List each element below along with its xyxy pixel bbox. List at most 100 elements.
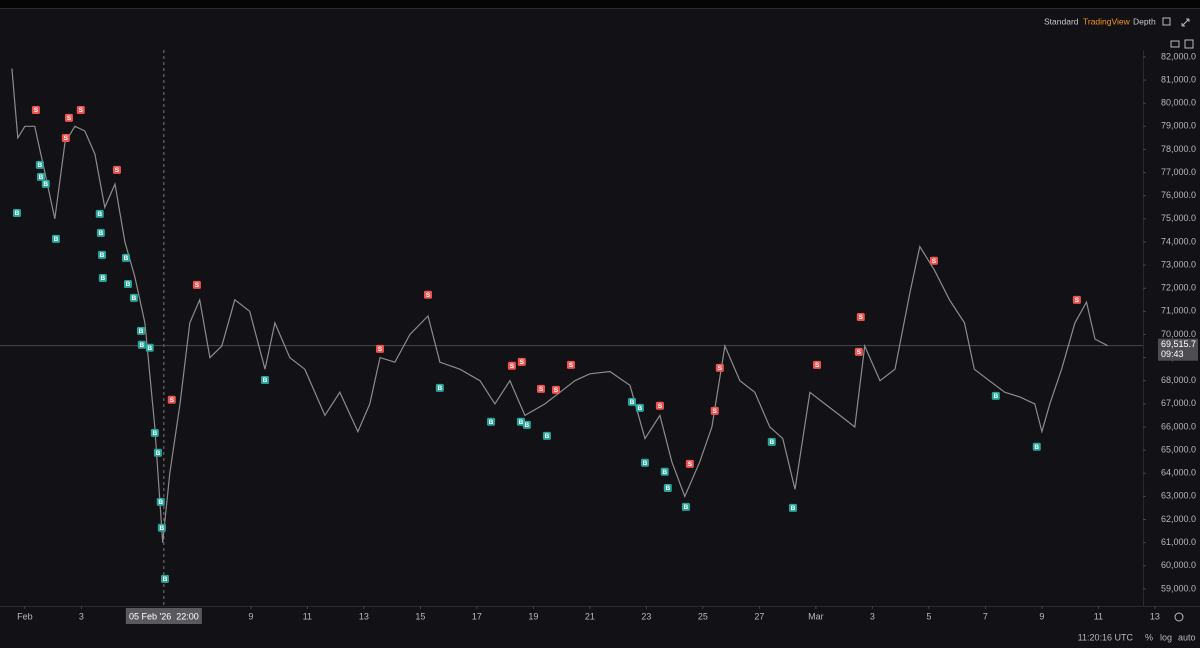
camera-icon[interactable] <box>1170 40 1180 48</box>
buy-marker: B <box>788 503 797 512</box>
marker-label: S <box>67 115 72 122</box>
marker-box <box>160 574 169 583</box>
x-tick-label: 13 <box>1150 611 1160 621</box>
marker-box <box>663 483 672 492</box>
buy-marker: B <box>96 228 105 237</box>
tab-standard[interactable]: Standard <box>1044 16 1079 26</box>
y-tick-label: 72,000.0 <box>1161 283 1196 293</box>
marker-box <box>715 363 724 372</box>
clock: 11:20:16 UTC <box>1078 632 1134 642</box>
marker-label: S <box>1075 297 1080 304</box>
marker-box <box>260 375 269 384</box>
marker-label: S <box>718 365 723 372</box>
marker-label: B <box>147 345 152 352</box>
y-tick-label: 67,000.0 <box>1161 398 1196 408</box>
buy-marker: B <box>767 437 776 446</box>
marker-box <box>192 280 201 289</box>
y-tick-label: 77,000.0 <box>1161 167 1196 177</box>
marker-box <box>137 340 146 349</box>
marker-box <box>486 417 495 426</box>
marker-box <box>991 391 1000 400</box>
sell-marker: S <box>112 165 121 174</box>
marker-label: B <box>37 162 42 169</box>
marker-label: B <box>263 377 268 384</box>
sell-marker: S <box>61 133 70 142</box>
sell-marker: S <box>685 459 694 468</box>
expand-icon[interactable] <box>1181 18 1190 27</box>
crosshair-label-box <box>125 608 202 624</box>
marker-box <box>145 343 154 352</box>
y-tick-label: 76,000.0 <box>1161 190 1196 200</box>
marker-label: S <box>713 408 718 415</box>
marker-box <box>854 347 863 356</box>
marker-label: S <box>378 346 383 353</box>
buy-marker: B <box>41 179 50 188</box>
marker-box <box>685 459 694 468</box>
marker-box <box>551 385 560 394</box>
last-price-label: 69,515.7 <box>1161 339 1196 349</box>
marker-label: B <box>1034 444 1039 451</box>
y-tick-label: 62,000.0 <box>1161 514 1196 524</box>
marker-label: B <box>489 419 494 426</box>
crosshair-label: 05 Feb '26 22:00 <box>129 611 199 621</box>
sell-marker: S <box>76 105 85 114</box>
y-tick-label: 79,000.0 <box>1161 121 1196 131</box>
marker-box <box>157 523 166 532</box>
marker-box <box>627 397 636 406</box>
sell-marker: S <box>551 385 560 394</box>
marker-label: B <box>158 499 163 506</box>
marker-label: S <box>857 349 862 356</box>
buy-marker: B <box>435 383 444 392</box>
marker-box <box>129 293 138 302</box>
buy-marker: B <box>156 497 165 506</box>
buy-marker: B <box>98 273 107 282</box>
buy-marker: B <box>95 209 104 218</box>
window-icon[interactable] <box>1162 17 1171 26</box>
auto-option[interactable]: auto <box>1178 632 1196 642</box>
marker-box <box>507 361 516 370</box>
settings-icon[interactable] <box>1174 612 1184 622</box>
marker-label: B <box>97 211 102 218</box>
y-tick-label: 81,000.0 <box>1161 74 1196 84</box>
marker-box <box>64 113 73 122</box>
x-tick-label: Feb <box>17 611 33 621</box>
buy-marker: B <box>97 250 106 259</box>
marker-label: B <box>99 230 104 237</box>
marker-box <box>167 395 176 404</box>
marker-box <box>95 209 104 218</box>
tab-tradingview[interactable]: TradingView <box>1083 16 1131 26</box>
price-line <box>11 68 1108 543</box>
marker-label: B <box>545 433 550 440</box>
tab-depth[interactable]: Depth <box>1133 16 1156 26</box>
buy-marker: B <box>522 420 531 429</box>
log-option[interactable]: log <box>1160 632 1172 642</box>
buy-marker: B <box>260 375 269 384</box>
marker-label: B <box>163 576 168 583</box>
marker-box <box>660 467 669 476</box>
marker-box <box>710 406 719 415</box>
marker-box <box>112 165 121 174</box>
x-tick-label: 21 <box>585 611 595 621</box>
marker-label: B <box>39 174 44 181</box>
sell-marker: S <box>64 113 73 122</box>
marker-label: S <box>539 386 544 393</box>
sell-marker: S <box>1072 295 1081 304</box>
marker-box <box>536 384 545 393</box>
marker-label: S <box>554 387 559 394</box>
marker-label: B <box>638 405 643 412</box>
y-tick-label: 80,000.0 <box>1161 98 1196 108</box>
buy-marker: B <box>160 574 169 583</box>
sell-marker: S <box>31 105 40 114</box>
last-price-box <box>1158 338 1198 361</box>
sell-marker: S <box>167 395 176 404</box>
marker-label: B <box>139 342 144 349</box>
buy-marker: B <box>121 253 130 262</box>
y-tick-label: 70,000.0 <box>1161 329 1196 339</box>
buy-marker: B <box>991 391 1000 400</box>
fullscreen-icon[interactable] <box>1184 39 1194 49</box>
marker-label: S <box>426 292 431 299</box>
marker-label: B <box>662 469 667 476</box>
marker-box <box>788 503 797 512</box>
percent-option[interactable]: % <box>1145 632 1153 642</box>
marker-box <box>681 502 690 511</box>
